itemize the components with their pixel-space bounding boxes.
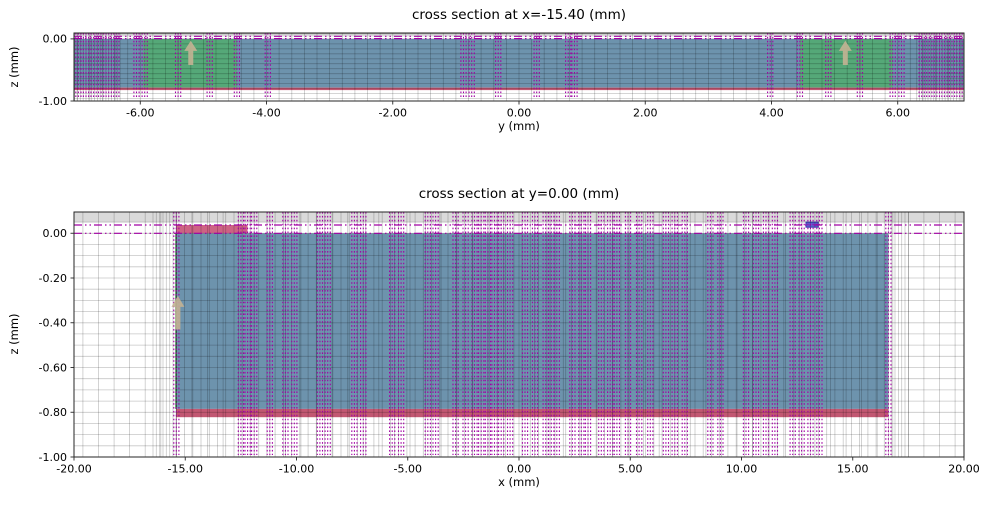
x-axis-label-top: y (mm) <box>498 119 540 133</box>
y-axis-label-top: z (mm) <box>7 46 21 88</box>
y-tick-label: 0.00 <box>43 227 68 240</box>
x-tick-label: 10.00 <box>726 463 758 476</box>
x-tick-label: 20.00 <box>948 463 980 476</box>
x-tick-label: -4.00 <box>252 107 280 120</box>
x-tick-label: 2.00 <box>633 107 658 120</box>
y-tick-label: -0.60 <box>39 361 67 374</box>
port-direction-arrow-icon <box>184 40 198 65</box>
y-tick-label: -1.00 <box>39 95 67 108</box>
x-tick-label: -15.00 <box>168 463 203 476</box>
regions-layer <box>74 33 964 91</box>
ground-plane <box>74 87 964 91</box>
ground-plane <box>176 408 889 418</box>
plot-area-top: -6.00 -4.00 -2.00 0.00 2.00 4.00 6.00 0.00 -1.00 <box>39 32 965 120</box>
x-tick-label: -2.00 <box>379 107 407 120</box>
plot-title-bottom: cross section at y=0.00 (mm) <box>418 186 620 202</box>
y-tick-label: 0.00 <box>43 33 68 46</box>
x-tick-label: 6.00 <box>885 107 910 120</box>
y-axis-label-bottom: z (mm) <box>7 313 21 355</box>
ticks-layer: -6.00 -4.00 -2.00 0.00 2.00 4.00 6.00 0.00 -1.00 <box>39 33 910 120</box>
port-direction-arrow-icon <box>838 40 852 65</box>
air-mesh-band <box>74 212 964 223</box>
grid-layer <box>74 212 964 457</box>
y-tick-label: -0.20 <box>39 272 67 285</box>
grid-layer <box>74 33 964 101</box>
ticks-layer: -20.00 -15.00 -10.00 -5.00 0.00 5.00 10.00 15.0… <box>39 227 980 475</box>
plot-area-bottom: -20.00 -15.00 -10.00 -5.00 0.00 5.00 10.00 15.0… <box>39 211 980 476</box>
x-tick-label: 0.00 <box>507 463 532 476</box>
x-tick-label: -5.00 <box>394 463 422 476</box>
x-tick-label: 4.00 <box>759 107 784 120</box>
mesh-lines-layer <box>74 212 964 455</box>
regions-layer <box>74 212 964 418</box>
x-axis-label-bottom: x (mm) <box>498 475 540 489</box>
x-tick-label: 5.00 <box>618 463 643 476</box>
x-tick-label: -6.00 <box>126 107 154 120</box>
y-tick-label: -0.40 <box>39 317 67 330</box>
air-mesh-band <box>74 33 964 37</box>
x-tick-label: -20.00 <box>56 463 91 476</box>
x-tick-label: 15.00 <box>837 463 869 476</box>
y-tick-label: -0.80 <box>39 406 67 419</box>
port-direction-arrow-icon <box>171 295 185 330</box>
mesh-lines-layer <box>74 33 964 99</box>
x-tick-label: -10.00 <box>279 463 314 476</box>
y-tick-label: -1.00 <box>39 451 67 464</box>
plot-title-top: cross section at x=-15.40 (mm) <box>411 7 626 23</box>
x-tick-label: 0.00 <box>507 107 532 120</box>
feed-line <box>176 225 248 234</box>
substrate <box>176 233 889 409</box>
